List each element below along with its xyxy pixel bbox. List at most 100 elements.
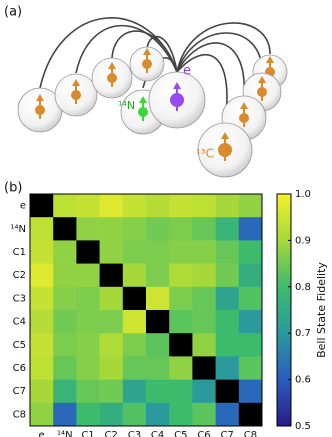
spin-diagram: (a) e ¹⁴N ¹³C [4,5,288,178]
heatmap-cell [215,310,240,334]
heatmap-cell [30,356,54,380]
y-tick-label: e [20,201,26,212]
heatmap-cell [53,286,77,311]
heatmap-cell [99,217,124,241]
heatmap-cell [192,402,216,427]
heatmap-cell [238,263,263,288]
heatmap-cell [169,217,193,241]
heatmap-cell [146,356,170,380]
heatmap-cell [99,310,124,334]
heatmap-cell [76,402,100,427]
diagonal-cell [122,286,147,311]
colorbar-tick-label: 0.5 [295,421,311,432]
heatmap-cell [30,333,54,357]
heatmap-cell [30,379,54,404]
heatmap-cell [192,217,216,241]
heatmap-cell [169,379,193,404]
x-tick-label: C1 [81,430,94,437]
spin [218,143,232,157]
electron-label: e [183,64,191,79]
heatmap-cell [146,240,170,264]
colorbar-tick-label: 0.8 [295,282,311,293]
heatmap-cell [53,263,77,288]
heatmap-cell [146,379,170,404]
heatmap-cell [215,194,240,218]
y-tick-label: C3 [13,293,26,304]
heatmap-cell [76,217,100,241]
heatmap-cell [238,356,263,380]
x-tick-label: C3 [128,430,141,437]
heatmap-cell [192,263,216,288]
heatmap-cell [146,217,170,241]
heatmap-cell [53,194,77,218]
y-tick-label: C7 [13,386,26,397]
heatmap-cell [122,333,147,357]
spin-head [143,48,151,55]
heatmap-cell [215,263,240,288]
heatmap-cell [53,333,77,357]
y-tick-label: C2 [13,270,26,281]
spin-head [36,94,44,101]
spin [138,107,148,117]
heatmap-cell [215,217,240,241]
nitrogen-label: ¹⁴N [118,99,135,112]
y-tick-label: C1 [13,247,26,258]
heatmap-cell [238,217,263,241]
x-tick-label: e [39,430,45,437]
panel-label: (a) [4,5,22,20]
y-tick-label: C8 [13,409,26,420]
spin-head [266,56,274,63]
heatmap-cell [169,402,193,427]
heatmap-cell [146,286,170,311]
diagonal-cell [146,310,170,334]
x-tick-label: C8 [244,430,257,437]
heatmap-cell [76,286,100,311]
diagonal-cell [238,402,263,427]
heatmap-cell [238,379,263,404]
heatmap-cell [99,194,124,218]
y-tick-label: C4 [13,317,26,328]
heatmap-cell [192,286,216,311]
spin [170,93,184,107]
heatmap-cell [99,379,124,404]
heatmap-cell [215,240,240,264]
spin-head [240,102,248,109]
heatmap-cell [30,402,54,427]
heatmap-cell [76,333,100,357]
x-tick-label: C5 [174,430,187,437]
heatmap-cell [169,240,193,264]
colorbar-tick-label: 0.6 [295,375,311,386]
diagonal-cell [30,194,54,218]
heatmap-cell [192,379,216,404]
colorbar-tick-label: 0.7 [295,328,311,339]
heatmap-cell [99,402,124,427]
x-tick-label: C4 [151,430,164,437]
x-tick-label: ¹⁴N [57,430,73,437]
heatmap-cell [169,286,193,311]
heatmap-cell [238,194,263,218]
heatmap-cell [169,310,193,334]
spin-head [108,62,116,69]
heatmap-cell [53,310,77,334]
heatmap-cell [122,217,147,241]
colorbar-tick-label: 0.9 [295,235,311,246]
heatmap-cell [192,310,216,334]
diagonal-cell [192,356,216,380]
spin [107,73,117,83]
heatmap-cell [30,240,54,264]
heatmap-cell [146,263,170,288]
couplings [39,17,271,124]
heatmap-cell [169,356,193,380]
spin [71,90,81,100]
spin-head [221,132,229,139]
spin [239,113,249,123]
spin-head [258,76,266,83]
carbon-label: ¹³C [196,147,214,161]
colorbar-label: Bell State Fidelity [315,262,328,358]
heatmap-cell [169,194,193,218]
heatmap-cell [238,310,263,334]
heatmap-cell [30,310,54,334]
diagonal-cell [76,240,100,264]
heatmap-cell [53,379,77,404]
